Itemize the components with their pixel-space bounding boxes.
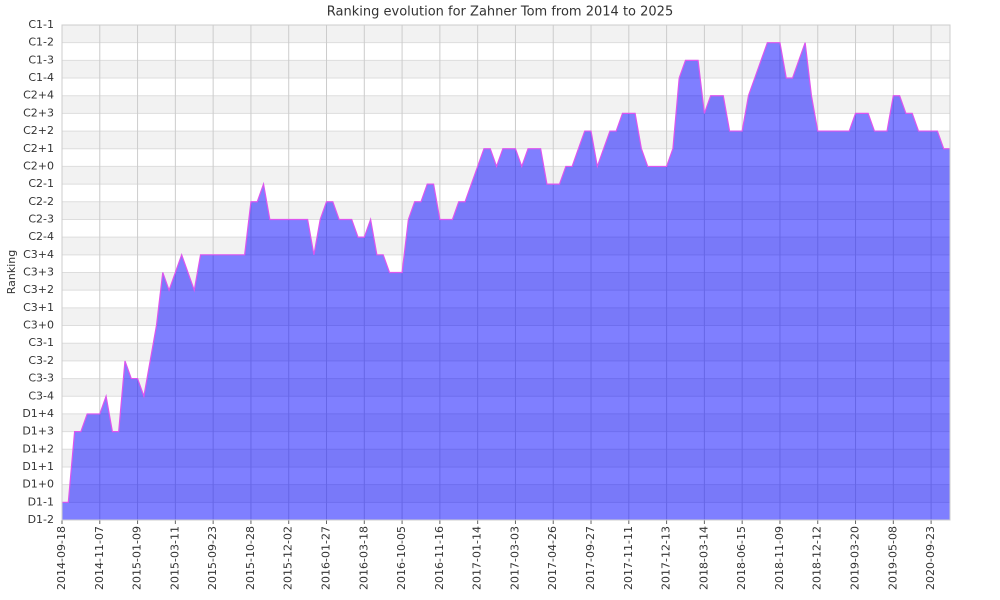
y-tick-label: C3-4: [28, 389, 54, 402]
x-tick-label: 2015-01-09: [131, 526, 144, 590]
y-tick-label: C2-3: [28, 212, 54, 225]
y-tick-label: C3+1: [23, 301, 54, 314]
band: [62, 25, 950, 43]
x-tick-label: 2017-12-13: [660, 526, 673, 590]
x-tick-label: 2015-09-23: [206, 526, 219, 590]
y-tick-label: C2+2: [23, 124, 54, 137]
x-tick-label: 2016-03-18: [357, 526, 370, 590]
plot-frame: [61, 24, 951, 521]
x-tick-label: 2017-11-11: [622, 526, 635, 590]
y-tick-label: C2+4: [23, 89, 54, 102]
x-tick-label: 2018-11-09: [773, 526, 786, 590]
y-axis-title: Ranking: [5, 250, 18, 295]
y-tick-label: C2-1: [28, 177, 54, 190]
x-tick-label: 2017-04-26: [546, 526, 559, 590]
y-tick-label: C2+0: [23, 159, 54, 172]
x-tick-label: 2014-09-18: [55, 526, 68, 590]
y-tick-label: C1-1: [28, 18, 54, 31]
x-tick-label: 2017-01-14: [471, 526, 484, 590]
x-tick-label: 2020-09-23: [924, 526, 937, 590]
x-tick-label: 2018-12-12: [811, 526, 824, 590]
x-tick-label: 2016-01-27: [320, 526, 333, 590]
x-tick-label: 2017-09-27: [584, 526, 597, 590]
band: [62, 95, 950, 114]
x-tick-label: 2018-03-14: [697, 526, 710, 590]
x-tick-label: 2016-11-16: [433, 526, 446, 590]
area: [62, 42, 950, 521]
y-tick-label: C3-1: [28, 336, 54, 349]
x-tick-label: 2017-03-03: [508, 526, 521, 590]
y-tick-label: C1-4: [28, 71, 54, 84]
y-tick-label: D1-2: [28, 513, 54, 526]
x-tick-label: 2015-12-02: [282, 526, 295, 590]
y-tick-label: D1-1: [28, 495, 54, 508]
y-tick-label: D1+2: [22, 442, 54, 455]
x-tick-label: 2019-05-08: [886, 526, 899, 590]
y-tick-label: C3-3: [28, 372, 54, 385]
y-tick-label: C2-4: [28, 230, 54, 243]
y-tick-label: C3+2: [23, 283, 54, 296]
y-tick-label: C3+3: [23, 266, 54, 279]
chart-title: Ranking evolution for Zahner Tom from 20…: [327, 5, 673, 20]
x-tick-label: 2014-11-07: [93, 526, 106, 590]
y-tick-label: D1+4: [22, 407, 54, 420]
y-tick-label: C2-2: [28, 195, 54, 208]
y-tick-label: C1-3: [28, 53, 54, 66]
y-tick-label: C2+3: [23, 106, 54, 119]
y-tick-label: D1+3: [22, 425, 54, 438]
band: [62, 60, 950, 79]
x-tick-label: 2015-03-11: [168, 526, 181, 590]
y-tick-label: D1+0: [22, 478, 54, 491]
y-tick-label: C3-2: [28, 354, 54, 367]
y-tick-label: C2+1: [23, 142, 54, 155]
y-tick-label: C3+0: [23, 319, 54, 332]
line: [62, 42, 950, 503]
y-tick-label: D1+1: [22, 460, 54, 473]
y-tick-label: C3+4: [23, 248, 54, 261]
x-tick-label: 2019-03-20: [849, 526, 862, 590]
x-tick-label: 2015-10-28: [244, 526, 257, 590]
x-tick-label: 2016-10-05: [395, 526, 408, 590]
x-tick-label: 2018-06-15: [735, 526, 748, 590]
y-tick-label: C1-2: [28, 36, 54, 49]
